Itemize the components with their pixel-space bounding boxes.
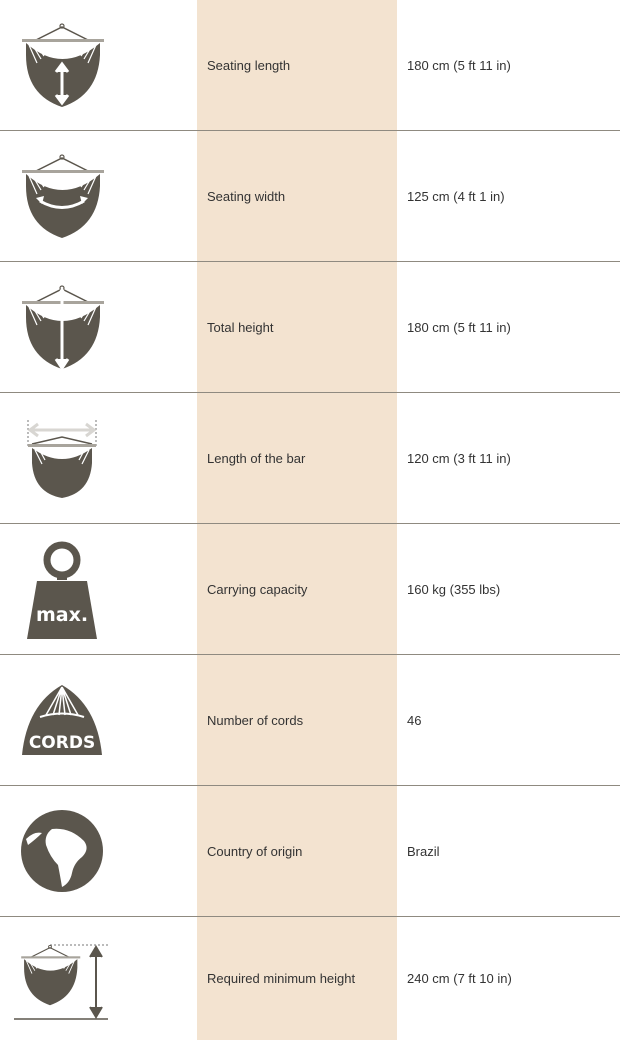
spec-value: Brazil [407,843,440,859]
spec-row-carrying-capacity: max. Carrying capacity 160 kg (355 lbs) [0,524,620,655]
spec-value: 120 cm (3 ft 11 in) [407,450,511,466]
hammock-minimum-height-icon [14,944,108,1020]
weight-max-icon: max. [27,541,97,639]
spec-label: Required minimum height [197,917,397,1040]
weight-max-icon-text: max. [36,604,88,626]
spec-label: Seating length [197,0,397,130]
spec-row-seating-width: Seating width 125 cm (4 ft 1 in) [0,131,620,262]
spec-label: Seating width [197,131,397,261]
spec-label: Carrying capacity [197,524,397,654]
spec-row-number-of-cords: CORDS Number of cords 46 [0,655,620,786]
hammock-bar-length-icon [27,420,97,498]
spec-label: Number of cords [197,655,397,785]
spec-value: 180 cm (5 ft 11 in) [407,319,511,335]
spec-row-seating-length: Seating length 180 cm (5 ft 11 in) [0,0,620,131]
hammock-total-height-icon [21,285,105,371]
hammock-seating-length-icon [21,23,105,108]
spec-label: Length of the bar [197,393,397,523]
spec-value: 240 cm (7 ft 10 in) [407,971,512,986]
spec-row-total-height: Total height 180 cm (5 ft 11 in) [0,262,620,393]
spec-row-country-of-origin: Country of origin Brazil [0,786,620,917]
globe-icon [21,810,103,892]
cords-icon-text: CORDS [29,733,95,753]
spec-value: 125 cm (4 ft 1 in) [407,188,505,204]
cords-icon: CORDS [22,685,102,755]
hammock-seating-width-icon [21,154,105,239]
spec-value: 46 [407,712,422,728]
spec-row-bar-length: Length of the bar 120 cm (3 ft 11 in) [0,393,620,524]
spec-value: 180 cm (5 ft 11 in) [407,57,511,73]
spec-row-minimum-height: Required minimum height 240 cm (7 ft 10 … [0,917,620,1040]
spec-label: Total height [197,262,397,392]
spec-value: 160 kg (355 lbs) [407,581,501,597]
spec-label: Country of origin [197,786,397,916]
